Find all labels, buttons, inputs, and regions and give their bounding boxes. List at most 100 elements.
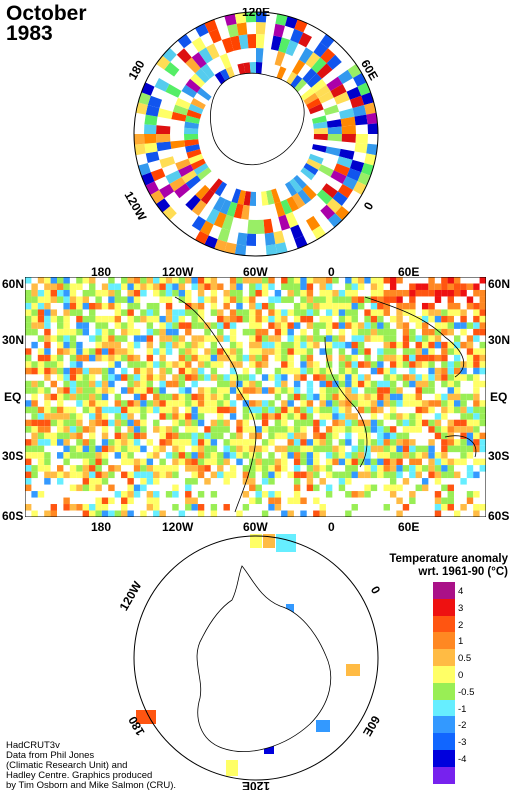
grid-cell [357, 445, 365, 453]
grid-cell [383, 328, 390, 336]
grid-cell [389, 465, 397, 472]
grid-cell [210, 400, 218, 407]
grid-cell [396, 309, 403, 316]
grid-cell [37, 302, 45, 310]
grid-cell [37, 322, 45, 329]
grid-cell [306, 335, 314, 342]
grid-cell [217, 322, 224, 329]
grid-cell [31, 491, 38, 498]
grid-cell [287, 387, 294, 394]
grid-cell [338, 380, 346, 388]
grid-cell [223, 426, 230, 433]
grid-cell [255, 491, 262, 498]
grid-cell [332, 452, 339, 459]
grid-cell [172, 341, 179, 349]
grid-cell [370, 322, 378, 329]
polar-cell [306, 215, 321, 231]
grid-cell [325, 471, 333, 479]
polar-cell [275, 13, 288, 26]
grid-cell [31, 387, 38, 394]
grid-cell [121, 413, 128, 420]
grid-cell [338, 452, 346, 459]
grid-cell [178, 393, 186, 401]
grid-cell [89, 419, 96, 427]
grid-cell [159, 445, 166, 453]
grid-cell [159, 328, 166, 336]
grid-cell [300, 452, 307, 459]
grid-cell [319, 400, 326, 407]
grid-cell [114, 348, 122, 355]
grid-cell [140, 419, 147, 427]
grid-cell [345, 322, 352, 329]
grid-cell [332, 380, 339, 388]
grid-cell [415, 283, 422, 290]
grid-cell [338, 387, 346, 394]
grid-cell [82, 315, 90, 323]
grid-cell [287, 289, 294, 297]
grid-cell [396, 302, 403, 310]
grid-cell [82, 465, 90, 472]
grid-cell [95, 380, 102, 388]
grid-cell [44, 393, 51, 401]
grid-cell [479, 296, 486, 303]
grid-cell [370, 380, 378, 388]
grid-cell [281, 465, 288, 472]
grid-cell [447, 426, 454, 433]
grid-cell [479, 361, 486, 368]
grid-cell [377, 302, 384, 310]
grid-cell [370, 439, 378, 446]
grid-cell [89, 277, 96, 284]
grid-cell [50, 367, 58, 375]
grid-cell [261, 354, 269, 362]
grid-cell [332, 289, 339, 297]
grid-cell [396, 387, 403, 394]
polar-cell [185, 175, 201, 190]
grid-cell [300, 393, 307, 401]
grid-cell [25, 504, 32, 511]
grid-cell [479, 406, 486, 414]
polar-cell [318, 91, 334, 104]
grid-cell [383, 374, 390, 381]
grid-cell [447, 484, 454, 492]
grid-cell [389, 452, 397, 459]
polar-cell [308, 103, 324, 115]
grid-cell [421, 374, 429, 381]
polar-cell [292, 193, 306, 209]
title-year: 1983 [6, 22, 53, 45]
grid-cell [229, 439, 237, 446]
polar-cell [274, 50, 286, 67]
grid-cell [140, 289, 147, 297]
grid-cell [287, 361, 294, 368]
grid-cell [249, 471, 256, 479]
grid-cell [466, 283, 474, 290]
grid-cell [172, 309, 179, 316]
grid-cell [217, 452, 224, 459]
grid-cell [383, 354, 390, 362]
polar-cell [306, 73, 322, 88]
polar-cell [162, 206, 177, 221]
polar-cell [159, 184, 175, 199]
grid-cell [441, 374, 448, 381]
grid-cell [44, 510, 51, 517]
grid-cell [101, 445, 109, 453]
grid-cell [197, 289, 205, 297]
grid-cell [293, 484, 301, 492]
grid-cell [479, 445, 486, 453]
grid-cell [421, 283, 429, 290]
grid-cell [210, 458, 218, 466]
grid-cell [191, 439, 198, 446]
grid-cell [153, 465, 160, 472]
grid-cell [101, 341, 109, 349]
grid-cell [255, 322, 262, 329]
grid-cell [127, 387, 134, 394]
grid-cell [146, 458, 154, 466]
grid-cell [338, 374, 346, 381]
grid-cell [127, 445, 134, 453]
grid-cell [351, 380, 358, 388]
grid-cell [364, 452, 371, 459]
grid-cell [274, 348, 282, 355]
grid-cell [82, 406, 90, 414]
grid-cell [357, 361, 365, 368]
grid-cell [441, 348, 448, 355]
grid-cell [114, 432, 122, 440]
